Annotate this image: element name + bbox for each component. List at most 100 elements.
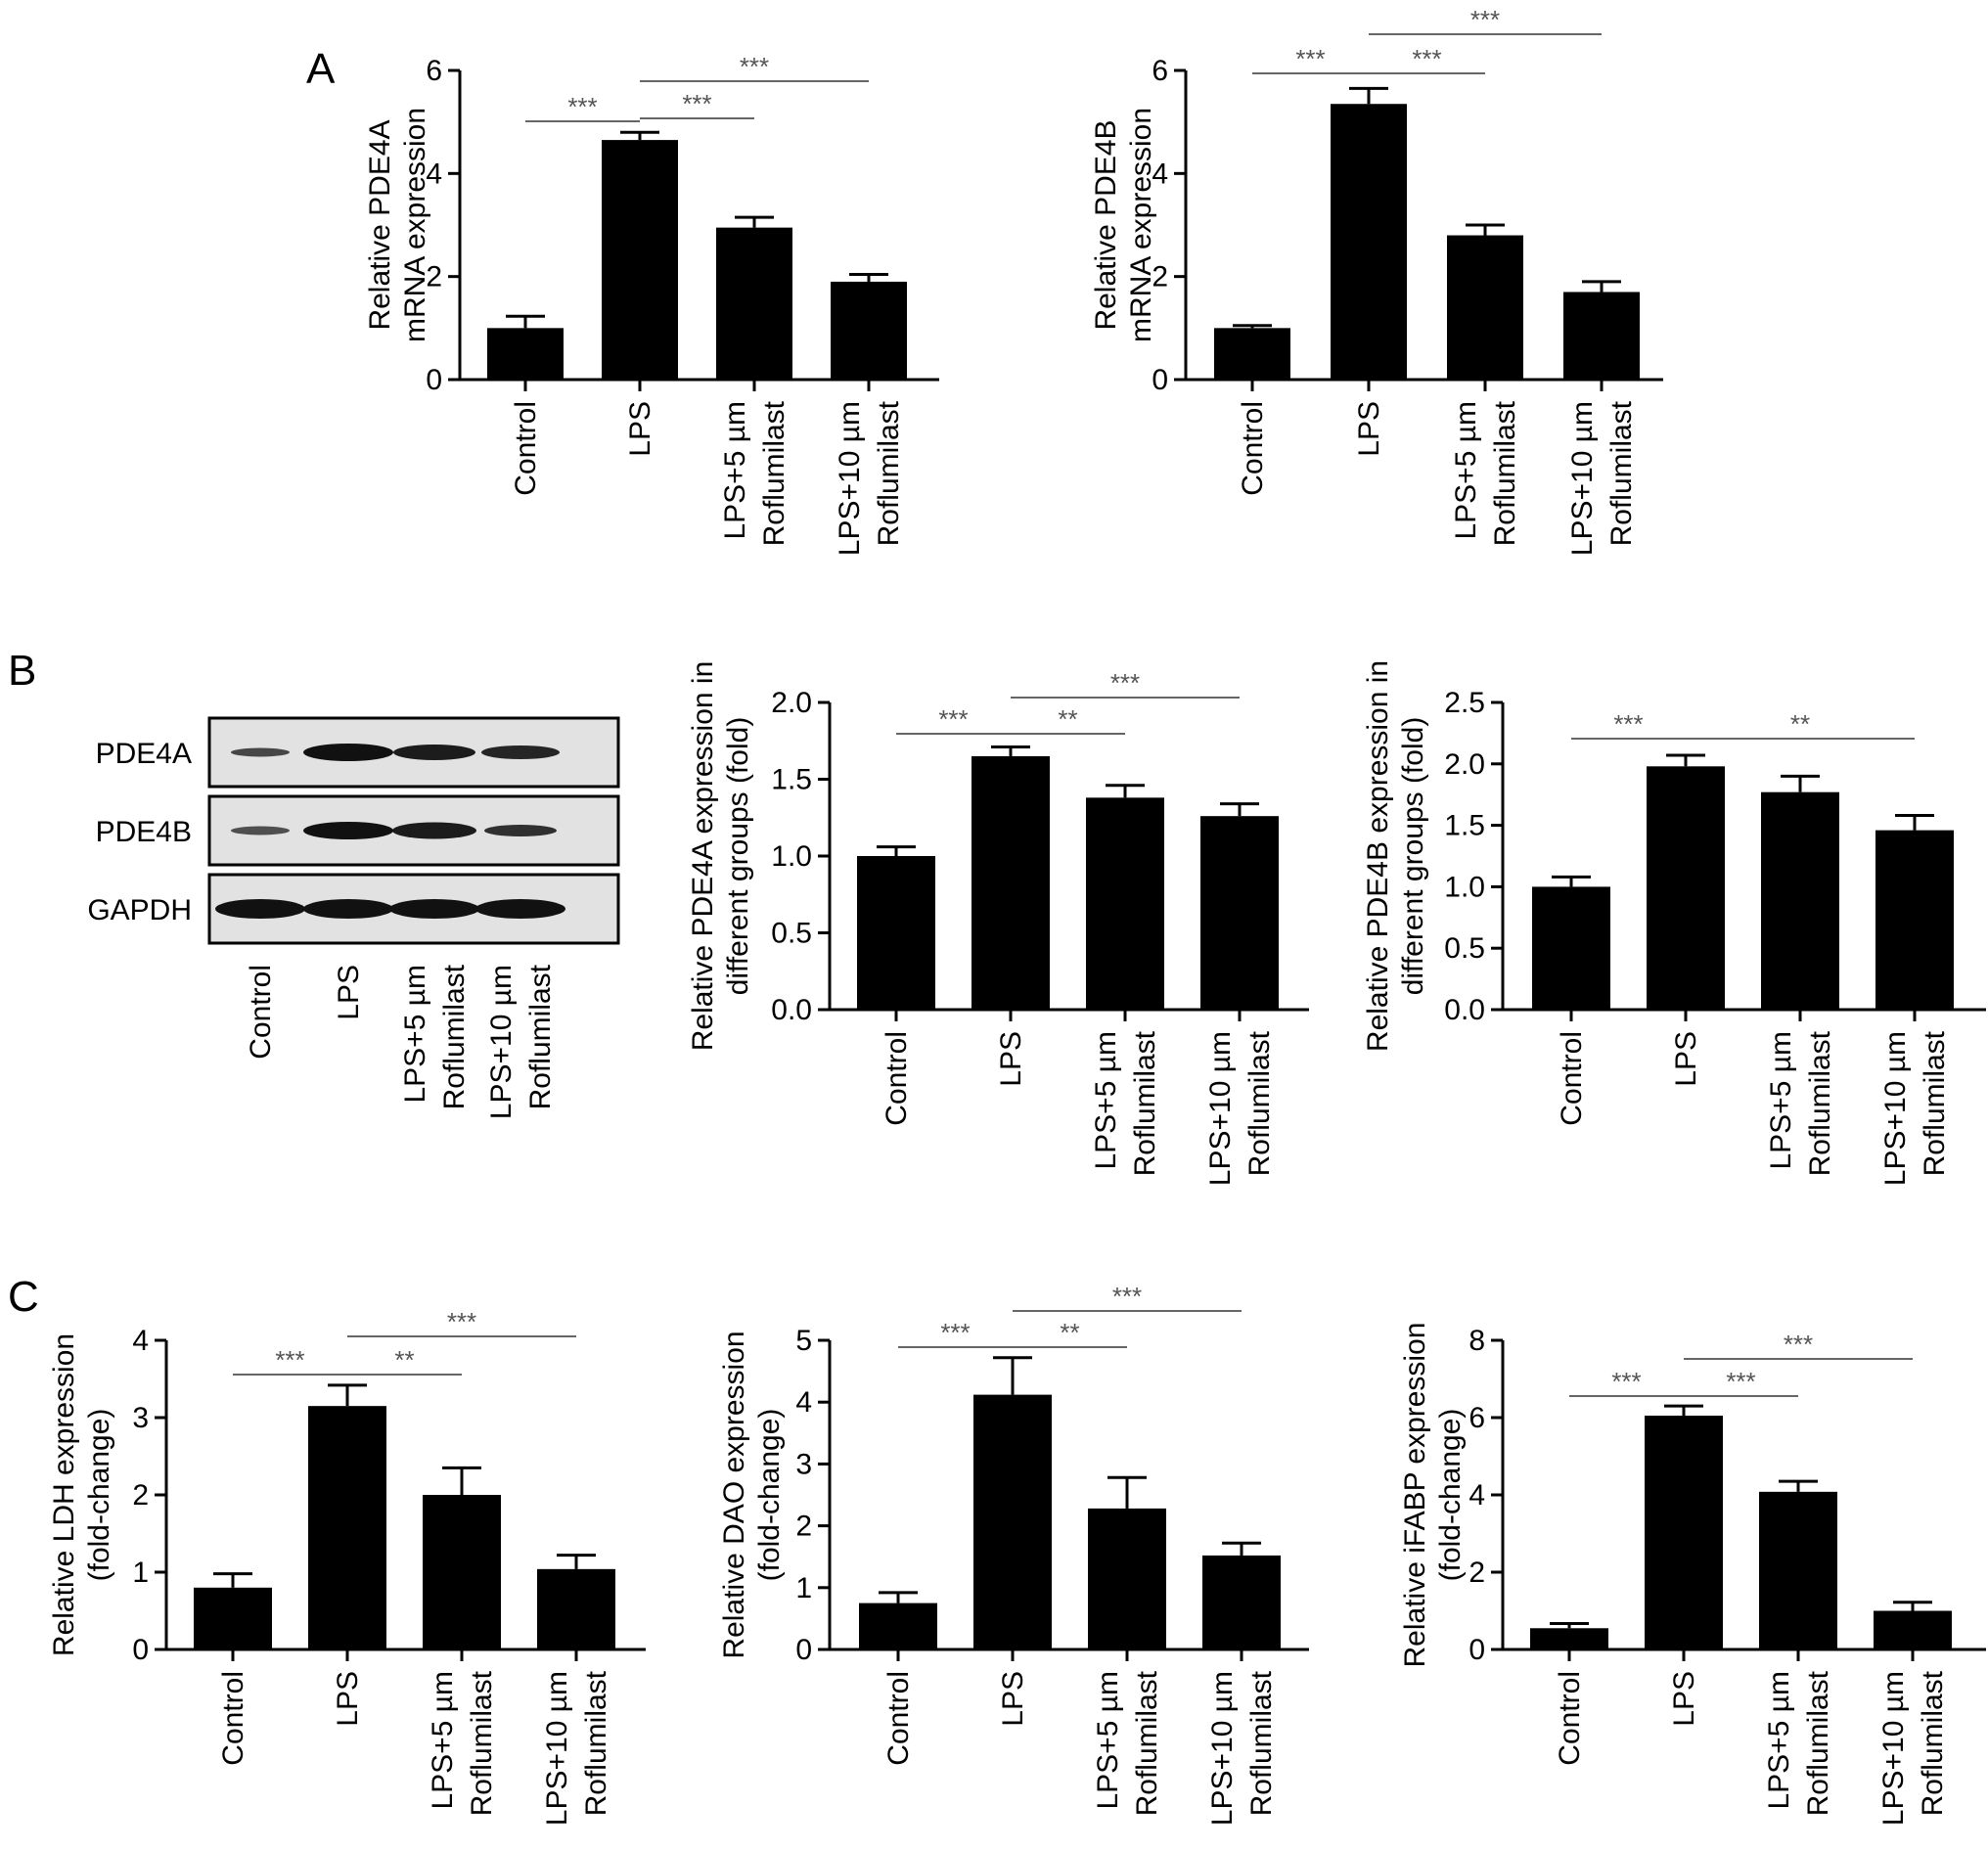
y-tick-label: 1 xyxy=(795,1572,812,1604)
x-tick-label: LPS+5 µm Roflumilast xyxy=(719,400,791,546)
significance-label: *** xyxy=(740,52,769,81)
bar xyxy=(1647,766,1725,1010)
x-tick-label: LPS+10 µm Roflumilast xyxy=(1206,1670,1278,1826)
y-axis-label: Relative PDE4A mRNA expression xyxy=(364,108,431,342)
bar xyxy=(716,227,792,380)
significance-label: *** xyxy=(682,89,711,118)
blot-band xyxy=(475,899,565,919)
blot-band xyxy=(303,899,393,919)
bar xyxy=(1086,797,1164,1010)
blot-lane-label: LPS+5 µm Roflumilast xyxy=(399,964,471,1109)
bar xyxy=(308,1406,386,1649)
significance-label: *** xyxy=(1611,1367,1641,1396)
x-tick-label: LPS+5 µm Roflumilast xyxy=(1090,1030,1161,1176)
panel-label-b: B xyxy=(8,647,36,695)
y-tick-label: 0.0 xyxy=(1444,994,1485,1026)
chart-dao: 0 1 2 3 4 5 Relative DAO expression (fold-chang… xyxy=(718,1282,1309,1826)
y-tick-label: 6 xyxy=(1468,1402,1485,1434)
significance-label: *** xyxy=(1110,668,1140,698)
y-tick-label: 2 xyxy=(426,261,442,293)
bar xyxy=(1532,886,1610,1010)
x-tick-label: Control xyxy=(217,1671,249,1766)
blot-lane-label: Control xyxy=(245,965,277,1060)
y-tick-label: 3 xyxy=(132,1402,149,1434)
blot-protein-label: GAPDH xyxy=(87,894,192,926)
significance-label: *** xyxy=(1412,44,1441,73)
bar xyxy=(1331,104,1407,380)
x-tick-label: LPS xyxy=(995,1031,1027,1087)
blot-lane-label: LPS+10 µm Roflumilast xyxy=(485,964,557,1119)
y-tick-label: 2.0 xyxy=(1444,748,1485,781)
y-tick-label: 2 xyxy=(132,1479,149,1512)
chart-pde4a-protein: 0.0 0.5 1.0 1.5 2.0 Relative PDE4A expression… xyxy=(687,661,1309,1186)
y-tick-label: 0 xyxy=(1468,1634,1485,1666)
bar xyxy=(537,1568,615,1649)
bar xyxy=(1645,1416,1723,1649)
x-tick-label: LPS xyxy=(624,401,656,457)
y-tick-label: 1.5 xyxy=(1444,810,1485,842)
y-tick-label: 1.0 xyxy=(771,840,812,873)
bar xyxy=(1875,830,1954,1010)
x-tick-label: LPS xyxy=(332,1671,364,1727)
y-tick-label: 6 xyxy=(1152,55,1168,87)
y-tick-label: 0 xyxy=(132,1634,149,1666)
significance-label: ** xyxy=(1060,1318,1079,1347)
bar xyxy=(1563,292,1640,380)
significance-label: *** xyxy=(1470,5,1500,34)
significance-label: *** xyxy=(447,1307,476,1336)
significance-label: *** xyxy=(938,704,968,734)
y-tick-label: 6 xyxy=(426,55,442,87)
y-tick-label: 8 xyxy=(1468,1325,1485,1357)
y-tick-label: 1.5 xyxy=(771,764,812,796)
blot-band xyxy=(393,745,475,760)
y-axis-label: Relative iFABP expression (fold-change) xyxy=(1399,1323,1467,1668)
y-tick-label: 1.0 xyxy=(1444,871,1485,903)
y-tick-label: 4 xyxy=(1152,158,1168,190)
x-tick-label: LPS+10 µm Roflumilast xyxy=(834,400,905,556)
significance-label: *** xyxy=(1295,44,1325,73)
significance-label: *** xyxy=(1613,709,1643,739)
bar xyxy=(1202,1555,1281,1649)
bar xyxy=(973,1394,1052,1649)
bar xyxy=(423,1495,501,1649)
x-tick-label: Control xyxy=(1237,401,1269,496)
y-axis-label: Relative PDE4B mRNA expression xyxy=(1090,108,1157,342)
y-tick-label: 0.5 xyxy=(771,918,812,950)
bar xyxy=(1088,1508,1166,1649)
blot-band xyxy=(303,744,393,761)
bar xyxy=(1447,235,1523,380)
significance-label: *** xyxy=(275,1345,304,1375)
bar xyxy=(859,1603,937,1649)
x-tick-label: LPS xyxy=(1670,1031,1702,1087)
y-tick-label: 5 xyxy=(795,1325,812,1357)
blot-protein-label: PDE4A xyxy=(96,738,192,770)
y-tick-label: 2.0 xyxy=(771,687,812,719)
bar xyxy=(1200,816,1279,1010)
y-axis-label: Relative DAO expression (fold-change) xyxy=(718,1331,786,1658)
y-axis-label: Relative PDE4B expression in different gr… xyxy=(1362,660,1429,1052)
significance-label: *** xyxy=(940,1318,970,1347)
y-tick-label: 4 xyxy=(426,158,442,190)
y-tick-label: 0.0 xyxy=(771,994,812,1026)
significance-label: ** xyxy=(1058,704,1077,734)
x-tick-label: LPS xyxy=(1668,1671,1700,1727)
bar xyxy=(602,140,678,380)
y-tick-label: 1 xyxy=(132,1557,149,1589)
blot-band xyxy=(303,822,393,839)
significance-label: *** xyxy=(567,92,597,121)
x-tick-label: LPS xyxy=(997,1671,1029,1727)
significance-label: *** xyxy=(1726,1367,1755,1396)
bar xyxy=(831,281,907,380)
x-tick-label: LPS+10 µm Roflumilast xyxy=(1566,400,1638,556)
significance-label: *** xyxy=(1784,1330,1813,1359)
blot-band xyxy=(481,745,560,759)
bar xyxy=(487,328,564,380)
x-tick-label: LPS+10 µm Roflumilast xyxy=(1877,1670,1949,1826)
x-tick-label: LPS+5 µm Roflumilast xyxy=(1450,400,1521,546)
x-tick-label: LPS xyxy=(1353,401,1385,457)
bar xyxy=(857,856,935,1010)
bar xyxy=(971,755,1050,1010)
blot-protein-label: PDE4B xyxy=(96,816,192,848)
